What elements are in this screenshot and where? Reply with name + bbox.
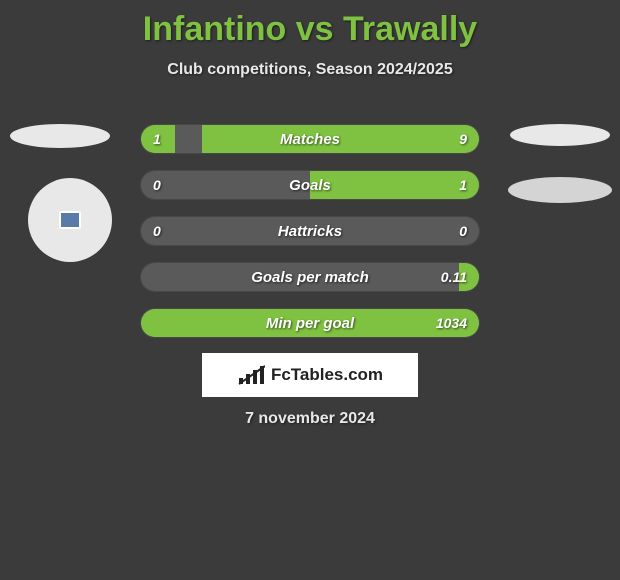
- player-right-badge-2: [508, 177, 612, 203]
- date-label: 7 november 2024: [0, 410, 620, 428]
- stat-right-value: 0.11: [441, 269, 467, 285]
- branding-text: FcTables.com: [271, 365, 383, 385]
- stat-right-value: 1034: [436, 315, 467, 331]
- stat-rows: 1 Matches 9 0 Goals 1 0 Hattricks 0 Goals per mat…: [140, 124, 480, 354]
- page-subtitle: Club competitions, Season 2024/2025: [0, 61, 620, 79]
- branding-logo: FcTables.com: [202, 353, 418, 397]
- stat-right-value: 0: [459, 223, 467, 239]
- stat-left-value: 1: [153, 131, 161, 147]
- stat-row: 0 Hattricks 0: [140, 216, 480, 246]
- stat-label: Goals per match: [251, 269, 369, 286]
- stat-left-value: 0: [153, 223, 161, 239]
- stat-row: 0 Goals 1: [140, 170, 480, 200]
- player-right-badge-1: [510, 124, 610, 146]
- stat-label: Matches: [280, 131, 340, 148]
- bars-icon: [237, 364, 265, 386]
- stat-label: Min per goal: [266, 315, 354, 332]
- stat-row: Min per goal 1034: [140, 308, 480, 338]
- stat-right-fill: [202, 125, 479, 153]
- player-left-badge-2: [28, 178, 112, 262]
- player-left-badge-1: [10, 124, 110, 148]
- stat-row: 1 Matches 9: [140, 124, 480, 154]
- stat-label: Goals: [289, 177, 331, 194]
- stat-right-value: 9: [459, 131, 467, 147]
- stat-right-value: 1: [459, 177, 467, 193]
- stat-row: Goals per match 0.11: [140, 262, 480, 292]
- stat-right-fill: [310, 171, 479, 199]
- stat-label: Hattricks: [278, 223, 342, 240]
- page-title: Infantino vs Trawally: [0, 0, 620, 49]
- stat-left-value: 0: [153, 177, 161, 193]
- shield-icon: [59, 211, 81, 229]
